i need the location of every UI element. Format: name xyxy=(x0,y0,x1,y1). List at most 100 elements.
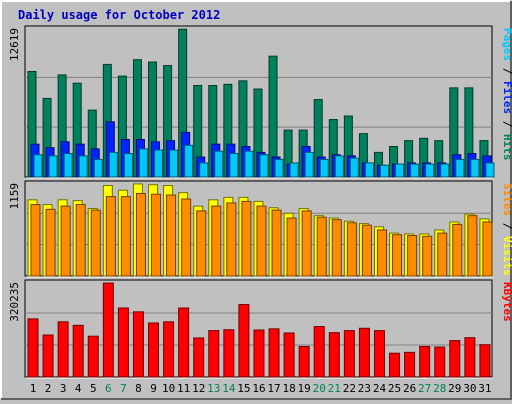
bar-sites-day-1 xyxy=(30,204,41,277)
bar-kbytes-day-3 xyxy=(57,321,69,378)
bar-kbytes-day-27 xyxy=(419,345,431,378)
right-label-visits: Visits xyxy=(501,236,512,276)
bar-kbytes-day-1 xyxy=(27,318,39,378)
x-axis-tick-labels: 1 2 3 4 5 6 7 8 9 10 11 12 13 14 15 16 17 18 19 20 21 22 23 24 2… xyxy=(30,382,492,395)
x-tick-label-day-9: 9 xyxy=(150,382,157,395)
bar-sites-day-5 xyxy=(90,209,101,277)
bar-kbytes-day-22 xyxy=(343,330,355,378)
x-tick-label-day-4: 4 xyxy=(75,382,82,395)
x-tick-label-day-15: 15 xyxy=(237,382,250,395)
bar-pages-day-13 xyxy=(214,150,224,178)
right-axis-label: Sites / Visits xyxy=(501,183,512,276)
bar-sites-day-22 xyxy=(346,222,357,277)
bar-kbytes-day-16 xyxy=(253,329,265,378)
bar-sites-day-30 xyxy=(467,215,478,277)
bar-sites-day-11 xyxy=(181,198,192,277)
x-tick-label-day-17: 17 xyxy=(267,382,280,395)
bar-sites-day-24 xyxy=(376,229,387,277)
bar-pages-day-23 xyxy=(364,162,374,178)
bar-sites-day-10 xyxy=(166,194,177,277)
right-axis-label: Pages / Files / Hits xyxy=(501,28,512,161)
bar-sites-day-25 xyxy=(392,234,403,277)
series-sites xyxy=(30,192,493,277)
bar-kbytes-day-15 xyxy=(238,303,250,378)
x-tick-label-day-8: 8 xyxy=(135,382,142,395)
x-tick-label-day-10: 10 xyxy=(162,382,175,395)
x-tick-label-day-5: 5 xyxy=(90,382,97,395)
bar-sites-day-13 xyxy=(211,205,222,277)
bar-sites-day-2 xyxy=(45,208,56,277)
x-tick-label-day-21: 21 xyxy=(328,382,341,395)
bar-sites-day-14 xyxy=(226,202,237,277)
bar-sites-day-19 xyxy=(301,210,312,277)
bar-pages-day-16 xyxy=(259,154,269,178)
right-label-pages: Pages xyxy=(501,28,512,61)
bar-kbytes-day-12 xyxy=(193,337,205,378)
bar-kbytes-day-30 xyxy=(464,337,476,378)
series-kbytes xyxy=(27,282,491,378)
bar-sites-day-3 xyxy=(60,205,71,277)
x-tick-label-day-2: 2 xyxy=(45,382,52,395)
bar-kbytes-day-20 xyxy=(313,326,325,378)
right-label-files: Files xyxy=(501,81,512,114)
bar-kbytes-day-28 xyxy=(434,346,446,378)
y-max-label: 320235 xyxy=(8,282,21,322)
panel-visits-sites: 1159 Sites / Visits xyxy=(8,180,512,278)
series-hits xyxy=(27,28,489,178)
right-axis-label: KBytes xyxy=(501,282,512,322)
bar-pages-day-29 xyxy=(455,158,465,178)
bar-pages-day-10 xyxy=(169,149,179,178)
bar-kbytes-day-29 xyxy=(449,340,461,378)
bar-kbytes-day-2 xyxy=(42,334,54,378)
x-tick-label-day-26: 26 xyxy=(403,382,416,395)
bar-pages-day-6 xyxy=(108,151,118,178)
x-tick-label-day-13: 13 xyxy=(207,382,220,395)
bar-pages-day-4 xyxy=(78,155,88,178)
bar-sites-day-16 xyxy=(256,205,267,277)
bar-sites-day-29 xyxy=(452,223,463,277)
bar-pages-day-9 xyxy=(154,149,164,178)
right-label-kbytes: KBytes xyxy=(501,282,512,322)
panel-kbytes: 320235 KBytes xyxy=(8,279,512,379)
panel-hits-files-pages: 12619 Pages / Files / Hits xyxy=(8,25,512,179)
bar-pages-day-22 xyxy=(349,157,359,178)
bar-kbytes-day-8 xyxy=(132,311,144,378)
bar-pages-day-3 xyxy=(63,153,73,178)
x-tick-label-day-1: 1 xyxy=(30,382,37,395)
bar-kbytes-day-14 xyxy=(223,329,235,378)
bar-sites-day-20 xyxy=(316,216,327,277)
bar-pages-day-26 xyxy=(410,163,420,178)
x-tick-label-day-19: 19 xyxy=(298,382,311,395)
bar-pages-day-7 xyxy=(123,153,133,178)
x-tick-label-day-16: 16 xyxy=(252,382,265,395)
x-tick-label-day-23: 23 xyxy=(358,382,371,395)
bar-kbytes-day-6 xyxy=(102,282,114,378)
bar-sites-day-6 xyxy=(105,196,116,277)
x-tick-label-day-24: 24 xyxy=(373,382,387,395)
x-tick-label-day-18: 18 xyxy=(282,382,295,395)
x-tick-label-day-27: 27 xyxy=(418,382,431,395)
bar-pages-day-31 xyxy=(485,162,495,178)
bar-kbytes-day-18 xyxy=(283,332,295,378)
bar-kbytes-day-21 xyxy=(328,332,340,378)
bar-pages-day-20 xyxy=(319,158,329,178)
x-tick-label-day-11: 11 xyxy=(177,382,190,395)
bar-sites-day-21 xyxy=(331,219,342,277)
bar-pages-day-8 xyxy=(138,148,148,178)
chart-title: Daily usage for October 2012 xyxy=(18,8,220,22)
bar-pages-day-18 xyxy=(289,162,299,178)
bar-kbytes-day-23 xyxy=(358,327,370,378)
bar-pages-day-19 xyxy=(304,151,314,178)
bar-sites-day-8 xyxy=(135,192,146,277)
bar-kbytes-day-17 xyxy=(268,328,280,378)
bar-pages-day-14 xyxy=(229,153,239,178)
bar-pages-day-30 xyxy=(470,158,480,178)
x-tick-label-day-29: 29 xyxy=(448,382,461,395)
x-tick-label-day-12: 12 xyxy=(192,382,205,395)
bar-sites-day-9 xyxy=(151,193,162,277)
bar-pages-day-25 xyxy=(395,163,405,178)
x-tick-label-day-25: 25 xyxy=(388,382,401,395)
x-tick-label-day-28: 28 xyxy=(433,382,446,395)
bar-kbytes-day-25 xyxy=(389,352,401,378)
right-label-sites: Sites xyxy=(501,183,512,216)
